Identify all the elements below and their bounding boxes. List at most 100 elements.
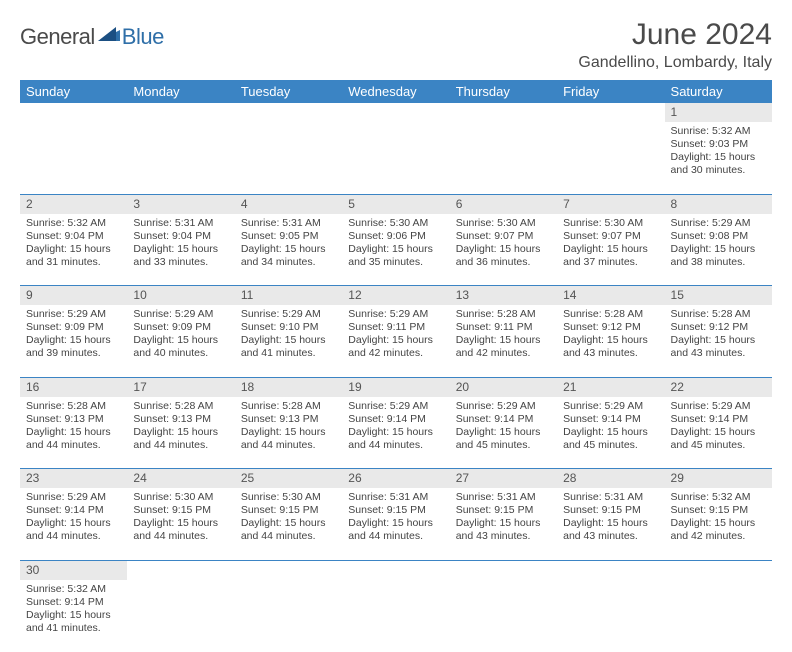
day-sunset: Sunset: 9:13 PM [26,413,121,426]
day-d1: Daylight: 15 hours [348,334,443,347]
day-d2: and 39 minutes. [26,347,121,360]
day-sunrise: Sunrise: 5:29 AM [26,491,121,504]
day-d1: Daylight: 15 hours [26,334,121,347]
day-d2: and 36 minutes. [456,256,551,269]
day-sunset: Sunset: 9:13 PM [241,413,336,426]
day-number-row: 30 [20,560,772,580]
day-number-row: 1 [20,103,772,122]
day-sunrise: Sunrise: 5:30 AM [348,217,443,230]
day-number-cell: 16 [20,377,127,397]
day-content-cell: Sunrise: 5:29 AMSunset: 9:14 PMDaylight:… [342,397,449,469]
calendar-body: 1Sunrise: 5:32 AMSunset: 9:03 PMDaylight… [20,103,772,652]
weekday-header: Sunday [20,80,127,103]
day-d2: and 41 minutes. [241,347,336,360]
day-content-cell: Sunrise: 5:28 AMSunset: 9:11 PMDaylight:… [450,305,557,377]
day-number-cell: 5 [342,194,449,214]
day-sunset: Sunset: 9:15 PM [671,504,766,517]
day-sunset: Sunset: 9:04 PM [133,230,228,243]
day-number-cell [20,103,127,122]
day-content-cell: Sunrise: 5:31 AMSunset: 9:05 PMDaylight:… [235,214,342,286]
day-number-cell [665,560,772,580]
day-d2: and 42 minutes. [348,347,443,360]
month-title: June 2024 [578,18,772,52]
brand-part1: General [20,24,95,50]
day-number-cell: 17 [127,377,234,397]
day-number-cell [235,103,342,122]
day-sunrise: Sunrise: 5:28 AM [133,400,228,413]
day-sunset: Sunset: 9:15 PM [133,504,228,517]
day-content-cell [342,580,449,652]
day-d1: Daylight: 15 hours [563,517,658,530]
day-number-row: 9101112131415 [20,286,772,306]
day-content-row: Sunrise: 5:32 AMSunset: 9:03 PMDaylight:… [20,122,772,194]
day-content-row: Sunrise: 5:28 AMSunset: 9:13 PMDaylight:… [20,397,772,469]
day-content-row: Sunrise: 5:29 AMSunset: 9:14 PMDaylight:… [20,488,772,560]
day-number-cell: 7 [557,194,664,214]
day-number-cell: 25 [235,469,342,489]
day-sunrise: Sunrise: 5:29 AM [241,308,336,321]
day-content-cell: Sunrise: 5:30 AMSunset: 9:06 PMDaylight:… [342,214,449,286]
day-d1: Daylight: 15 hours [348,517,443,530]
weekday-header: Monday [127,80,234,103]
day-content-cell: Sunrise: 5:32 AMSunset: 9:14 PMDaylight:… [20,580,127,652]
day-number-cell: 13 [450,286,557,306]
brand-part2: Blue [122,24,164,50]
day-d2: and 44 minutes. [26,439,121,452]
day-sunrise: Sunrise: 5:28 AM [456,308,551,321]
location-subtitle: Gandellino, Lombardy, Italy [578,54,772,72]
day-content-cell [127,580,234,652]
day-sunset: Sunset: 9:03 PM [671,138,766,151]
day-d1: Daylight: 15 hours [456,426,551,439]
day-sunrise: Sunrise: 5:30 AM [563,217,658,230]
day-content-row: Sunrise: 5:32 AMSunset: 9:14 PMDaylight:… [20,580,772,652]
day-sunrise: Sunrise: 5:32 AM [671,125,766,138]
day-content-cell [20,122,127,194]
day-number-cell: 12 [342,286,449,306]
day-content-cell: Sunrise: 5:32 AMSunset: 9:03 PMDaylight:… [665,122,772,194]
day-d2: and 45 minutes. [456,439,551,452]
weekday-header: Tuesday [235,80,342,103]
day-number-cell: 1 [665,103,772,122]
day-number-cell [557,560,664,580]
day-d2: and 34 minutes. [241,256,336,269]
day-sunrise: Sunrise: 5:29 AM [348,400,443,413]
day-sunrise: Sunrise: 5:28 AM [26,400,121,413]
day-d1: Daylight: 15 hours [348,243,443,256]
day-number-cell: 11 [235,286,342,306]
day-sunrise: Sunrise: 5:29 AM [671,217,766,230]
day-number-cell: 6 [450,194,557,214]
day-number-cell: 4 [235,194,342,214]
day-sunrise: Sunrise: 5:29 AM [456,400,551,413]
header: General Blue June 2024 Gandellino, Lomba… [20,18,772,72]
day-content-cell: Sunrise: 5:29 AMSunset: 9:11 PMDaylight:… [342,305,449,377]
day-number-cell: 27 [450,469,557,489]
day-sunrise: Sunrise: 5:28 AM [241,400,336,413]
day-d2: and 44 minutes. [133,439,228,452]
day-number-cell: 14 [557,286,664,306]
day-number-cell [127,560,234,580]
day-number-cell [450,560,557,580]
day-d1: Daylight: 15 hours [563,426,658,439]
day-d2: and 45 minutes. [563,439,658,452]
day-sunset: Sunset: 9:04 PM [26,230,121,243]
day-sunset: Sunset: 9:15 PM [563,504,658,517]
day-d1: Daylight: 15 hours [26,243,121,256]
day-d2: and 44 minutes. [133,530,228,543]
day-sunrise: Sunrise: 5:32 AM [26,217,121,230]
day-content-cell [450,580,557,652]
day-content-cell: Sunrise: 5:28 AMSunset: 9:13 PMDaylight:… [235,397,342,469]
day-content-cell: Sunrise: 5:29 AMSunset: 9:14 PMDaylight:… [450,397,557,469]
day-content-cell: Sunrise: 5:28 AMSunset: 9:12 PMDaylight:… [665,305,772,377]
day-number-cell: 15 [665,286,772,306]
day-number-cell: 18 [235,377,342,397]
day-sunset: Sunset: 9:14 PM [456,413,551,426]
day-sunset: Sunset: 9:11 PM [456,321,551,334]
day-sunrise: Sunrise: 5:31 AM [348,491,443,504]
day-sunrise: Sunrise: 5:31 AM [241,217,336,230]
day-d1: Daylight: 15 hours [241,334,336,347]
day-content-cell [235,580,342,652]
day-content-cell [127,122,234,194]
day-sunset: Sunset: 9:09 PM [133,321,228,334]
day-d2: and 45 minutes. [671,439,766,452]
day-content-cell: Sunrise: 5:29 AMSunset: 9:14 PMDaylight:… [20,488,127,560]
